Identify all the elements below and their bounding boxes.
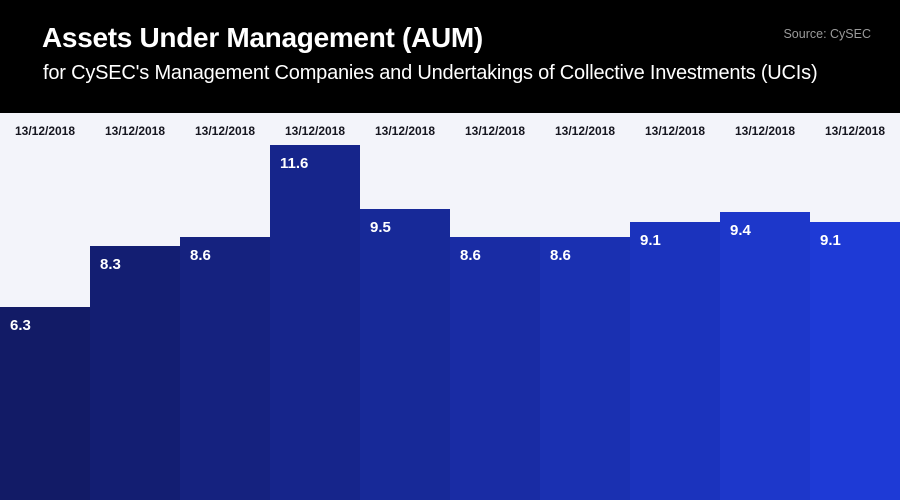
bar: 9.1 [630, 222, 720, 500]
date-label: 13/12/2018 [464, 124, 526, 138]
date-label: 13/12/2018 [554, 124, 616, 138]
page-subtitle: for CySEC's Management Companies and Und… [43, 62, 818, 84]
bar-value-label: 11.6 [280, 155, 309, 172]
date-label: 13/12/2018 [284, 124, 346, 138]
bar: 9.5 [360, 209, 450, 500]
bar-column: 13/12/2018 9.5 [360, 113, 450, 500]
bar: 8.3 [90, 246, 180, 500]
source-label: Source: CySEC [783, 27, 871, 41]
bar: 9.4 [720, 212, 810, 500]
bar-column: 13/12/2018 11.6 [270, 113, 360, 500]
bar: 6.3 [0, 307, 90, 500]
bar-column: 13/12/2018 8.6 [450, 113, 540, 500]
bar-value-label: 9.4 [730, 222, 751, 239]
bar: 8.6 [540, 237, 630, 500]
page-title: Assets Under Management (AUM) [42, 22, 483, 53]
bar-column: 13/12/2018 8.6 [540, 113, 630, 500]
date-label: 13/12/2018 [14, 124, 76, 138]
date-label: 13/12/2018 [374, 124, 436, 138]
bar-column: 13/12/2018 9.1 [810, 113, 900, 500]
bar: 8.6 [450, 237, 540, 500]
bar-value-label: 8.6 [550, 247, 571, 264]
bar-chart: 13/12/2018 6.3 13/12/2018 8.3 13/12/2018… [0, 113, 900, 500]
bar: 9.1 [810, 222, 900, 500]
bar-value-label: 6.3 [10, 317, 31, 334]
bar-value-label: 9.5 [370, 219, 391, 236]
date-label: 13/12/2018 [644, 124, 706, 138]
bar-column: 13/12/2018 8.3 [90, 113, 180, 500]
date-label: 13/12/2018 [824, 124, 886, 138]
date-label: 13/12/2018 [734, 124, 796, 138]
bar-column: 13/12/2018 9.4 [720, 113, 810, 500]
bar: 11.6 [270, 145, 360, 500]
bar-value-label: 8.6 [190, 247, 211, 264]
bar-column: 13/12/2018 6.3 [0, 113, 90, 500]
bar-column: 13/12/2018 9.1 [630, 113, 720, 500]
bar-value-label: 9.1 [640, 232, 661, 249]
bar-value-label: 8.3 [100, 256, 121, 273]
bar-value-label: 8.6 [460, 247, 481, 264]
chart-header: Assets Under Management (AUM) for CySEC'… [0, 0, 900, 113]
bar: 8.6 [180, 237, 270, 500]
bar-column: 13/12/2018 8.6 [180, 113, 270, 500]
date-label: 13/12/2018 [194, 124, 256, 138]
bar-value-label: 9.1 [820, 232, 841, 249]
date-label: 13/12/2018 [104, 124, 166, 138]
